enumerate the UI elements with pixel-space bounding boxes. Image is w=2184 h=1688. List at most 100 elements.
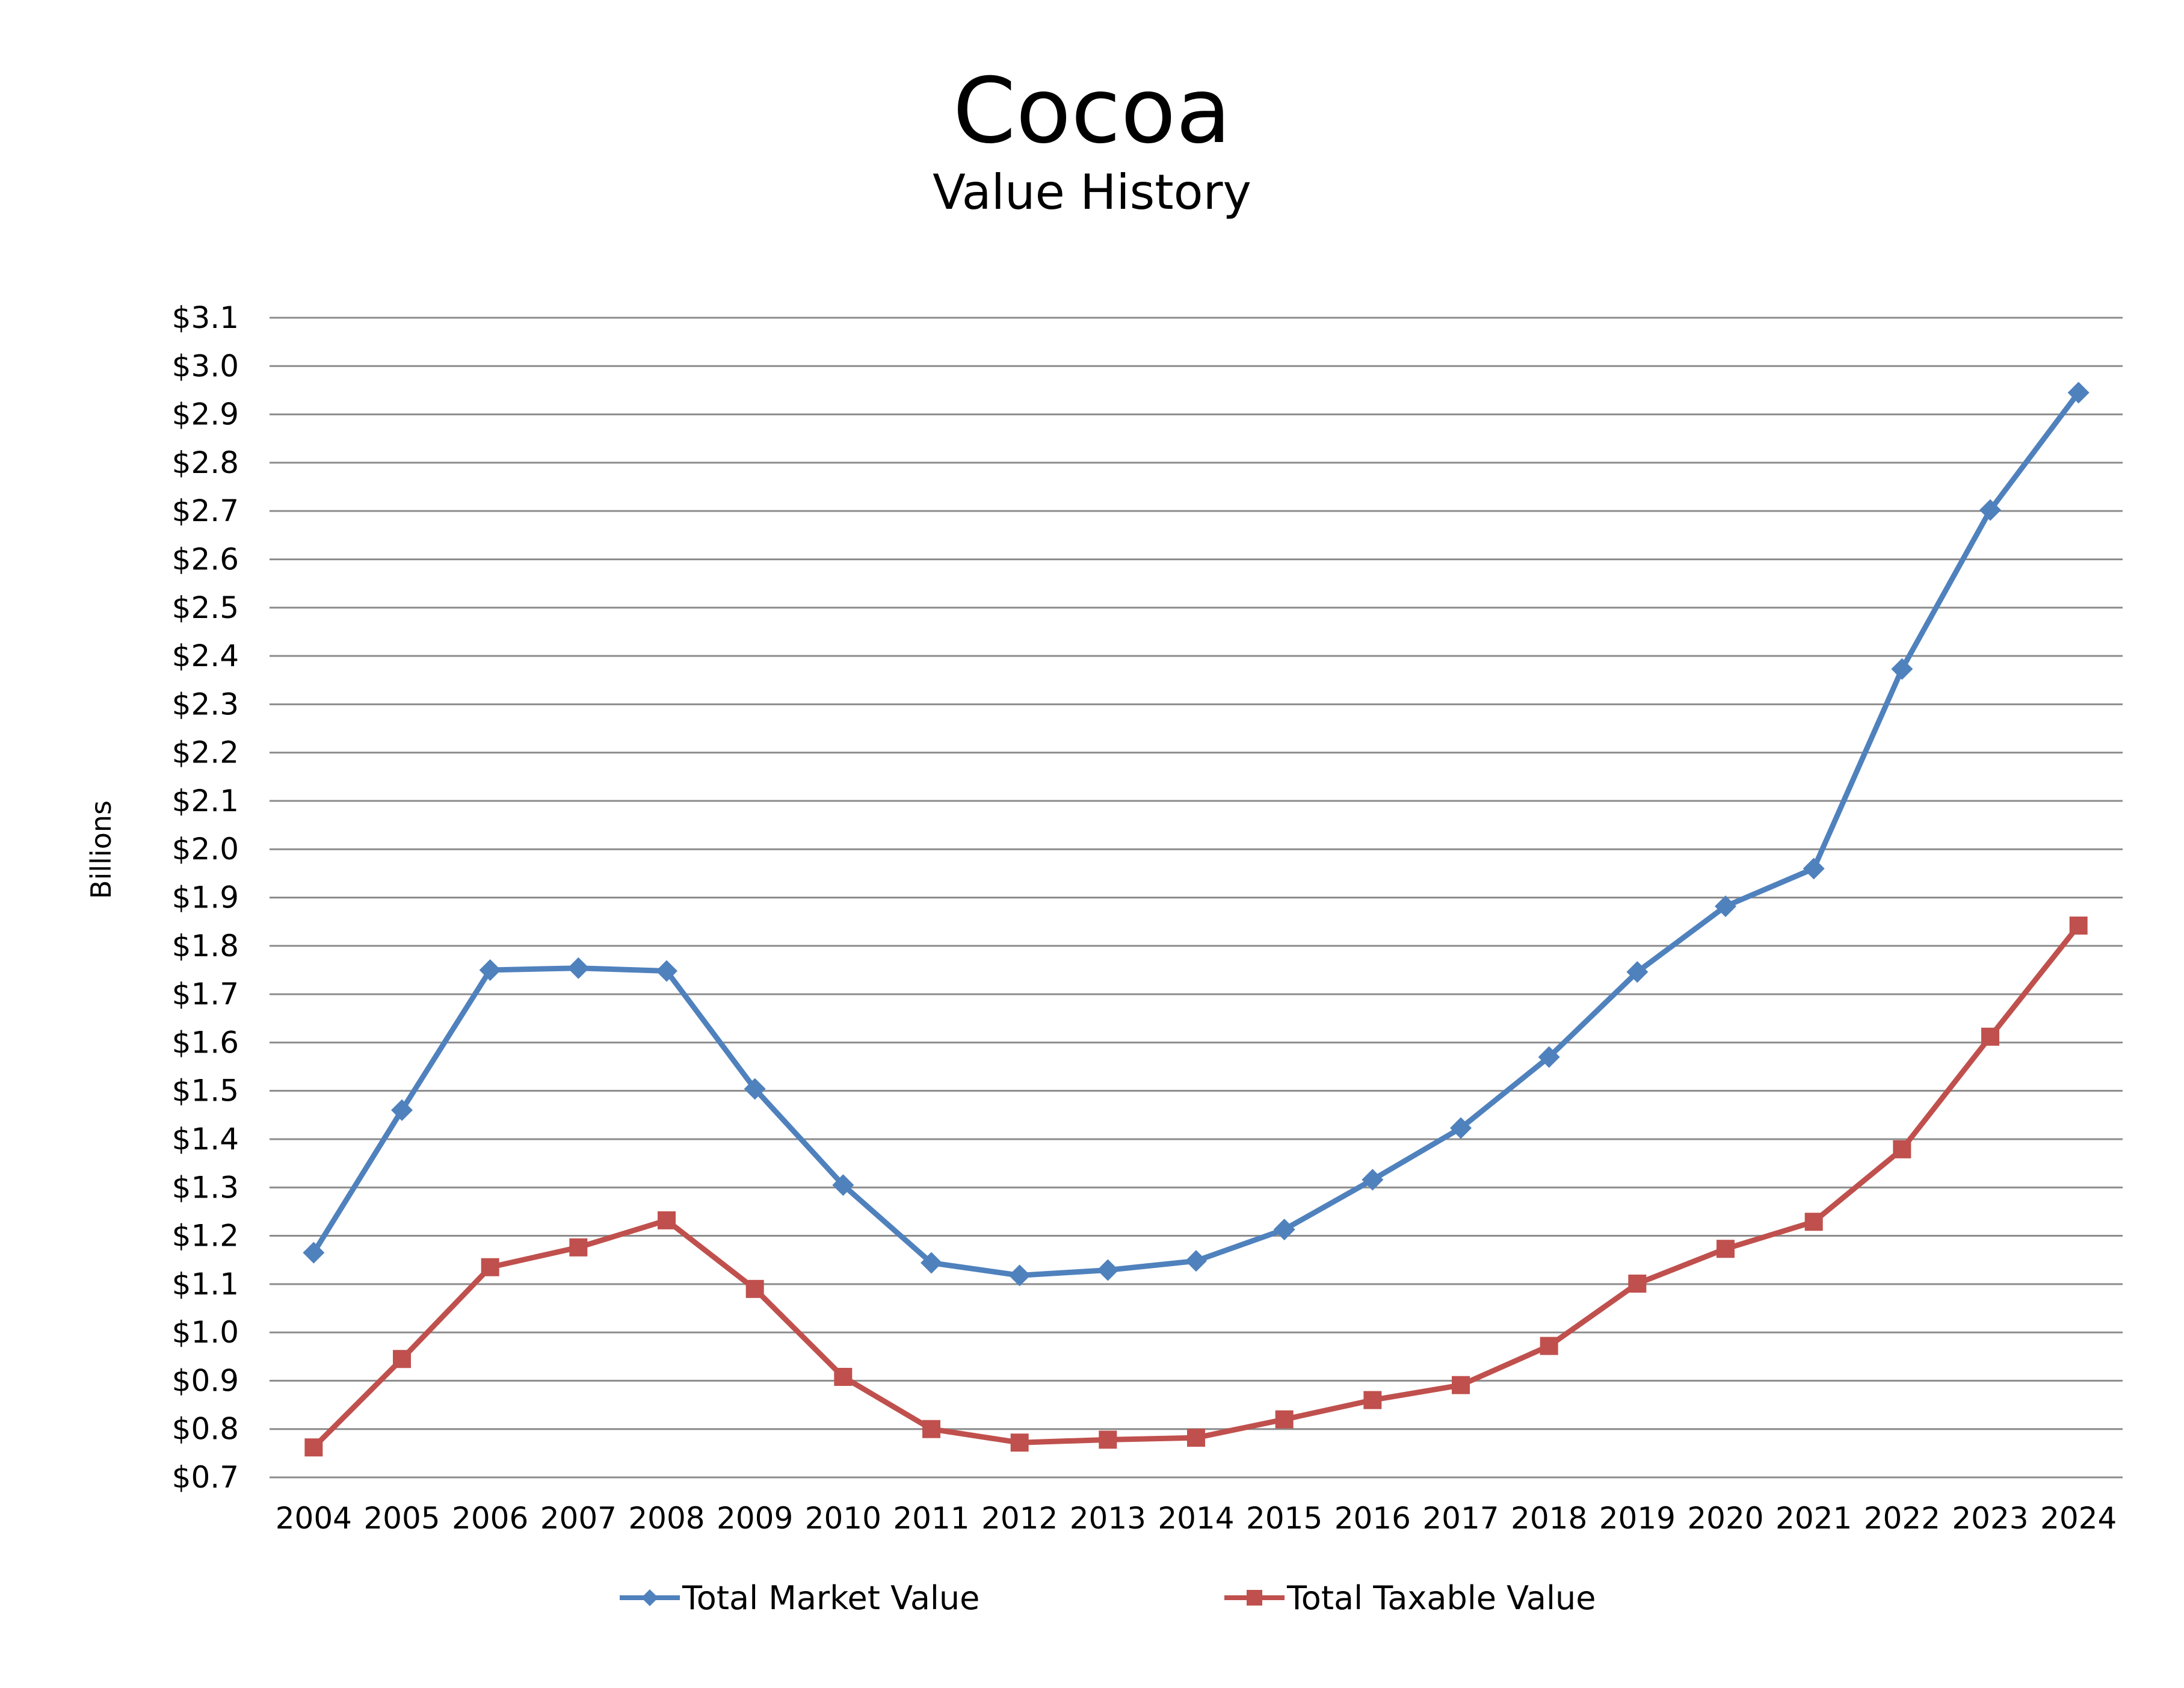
y-tick-label: $1.8 [172,929,239,963]
x-tick-label: 2011 [893,1501,969,1536]
data-point-diamond [1979,499,2001,521]
series-group [303,382,2090,1457]
x-tick-label: 2013 [1070,1501,1146,1536]
y-tick-label: $2.1 [172,784,239,818]
data-point-diamond [1185,1250,1207,1272]
data-point-diamond [1715,895,1736,917]
data-point-diamond [1803,858,1825,880]
data-point-square [1187,1429,1205,1447]
x-tick-label: 2004 [276,1501,352,1536]
series-line [311,391,2081,1278]
x-tick-label: 2020 [1687,1501,1763,1536]
data-point-diamond [1891,658,1913,680]
data-point-square [1804,1213,1823,1231]
y-tick-label: $2.4 [172,638,239,673]
chart-subtitle: Value History [933,164,1251,220]
data-point-diamond [303,1241,325,1264]
data-point-square [2069,917,2088,935]
y-tick-label: $3.1 [172,300,239,335]
series-line [312,924,2081,1450]
y-tick-label: $2.5 [172,590,239,625]
y-tick-label: $0.9 [172,1363,239,1398]
x-axis-tick-labels: 2004 2005 2006 2007 2008 2009 2010 2011 2012 2013… [276,1501,2117,1536]
x-tick-label: 2022 [1864,1501,1940,1536]
y-tick-label: $1.3 [172,1170,239,1205]
x-tick-label: 2021 [1775,1501,1852,1536]
y-tick-label: $1.7 [172,977,239,1012]
series-2 [304,917,2088,1457]
y-tick-label: $2.2 [172,735,239,770]
data-point-square [1275,1410,1294,1429]
data-point-diamond [1097,1259,1119,1281]
data-point-diamond [479,959,501,981]
y-axis-tick-labels: $0.7 $0.8 $0.9 $1.0 $1.1 $1.2 $1.3 $1.4 $1.5 $1.6… [172,300,239,1495]
legend-item-market-value: Total Market Value [620,1574,979,1622]
x-tick-label: 2010 [805,1501,881,1536]
data-point-diamond [2067,382,2090,404]
data-point-square [1717,1240,1735,1258]
y-tick-label: $2.3 [172,687,239,722]
x-tick-label: 2014 [1158,1501,1234,1536]
x-tick-label: 2023 [1952,1501,2028,1536]
data-point-diamond [1626,961,1649,983]
data-point-square [1099,1430,1117,1449]
data-point-square [1981,1027,1999,1046]
y-tick-label: $2.0 [172,832,239,867]
data-point-diamond [1538,1046,1560,1068]
y-tick-label: $1.6 [172,1025,239,1060]
y-tick-label: $1.0 [172,1315,239,1350]
data-point-square [1893,1140,1911,1158]
x-tick-label: 2016 [1334,1501,1411,1536]
legend-diamond-marker-icon [620,1589,680,1606]
data-point-diamond [1008,1264,1031,1287]
y-tick-label: $2.8 [172,445,239,480]
x-tick-label: 2024 [2040,1501,2117,1536]
legend-item-taxable-value: Total Taxable Value [1224,1574,1596,1622]
x-tick-label: 2009 [717,1501,793,1536]
data-point-square [393,1350,411,1368]
x-tick-label: 2012 [981,1501,1058,1536]
data-point-square [1363,1391,1382,1409]
y-tick-label: $1.1 [172,1267,239,1302]
data-point-diamond [1273,1219,1295,1241]
legend-label-taxable-value: Total Taxable Value [1287,1578,1596,1617]
data-point-square [745,1279,764,1298]
data-point-square [922,1420,940,1438]
data-point-square [834,1367,853,1386]
x-tick-label: 2019 [1599,1501,1676,1536]
y-tick-label: $1.4 [172,1122,239,1157]
y-tick-label: $3.0 [172,348,239,383]
data-point-square [1010,1433,1029,1452]
data-point-diamond [921,1252,942,1274]
data-point-diamond [656,960,677,982]
y-tick-label: $1.9 [172,880,239,915]
data-point-square [304,1438,323,1457]
data-point-diamond [1362,1169,1384,1191]
data-point-square [658,1211,676,1229]
series-1 [303,382,2090,1287]
y-tick-label: $2.7 [172,493,239,528]
y-tick-label: $1.2 [172,1219,239,1254]
x-tick-label: 2006 [452,1501,528,1536]
y-tick-label: $0.7 [172,1460,239,1495]
data-point-square [1628,1275,1647,1293]
y-tick-label: $0.8 [172,1412,239,1447]
data-point-square [569,1238,588,1257]
chart-title: Cocoa [952,59,1232,164]
x-tick-label: 2015 [1246,1501,1322,1536]
data-point-diamond [567,957,590,979]
legend-label-market-value: Total Market Value [682,1578,980,1617]
x-tick-label: 2017 [1422,1501,1499,1536]
x-tick-label: 2008 [628,1501,705,1536]
y-tick-label: $1.5 [172,1074,239,1108]
data-point-diamond [744,1078,766,1100]
y-tick-label: $2.9 [172,397,239,432]
x-tick-label: 2018 [1511,1501,1587,1536]
gridlines [270,317,2123,1479]
x-tick-label: 2007 [540,1501,617,1536]
x-tick-label: 2005 [363,1501,440,1536]
legend-square-marker-icon [1224,1590,1285,1606]
data-point-diamond [1450,1117,1472,1139]
data-point-square [1452,1376,1470,1394]
